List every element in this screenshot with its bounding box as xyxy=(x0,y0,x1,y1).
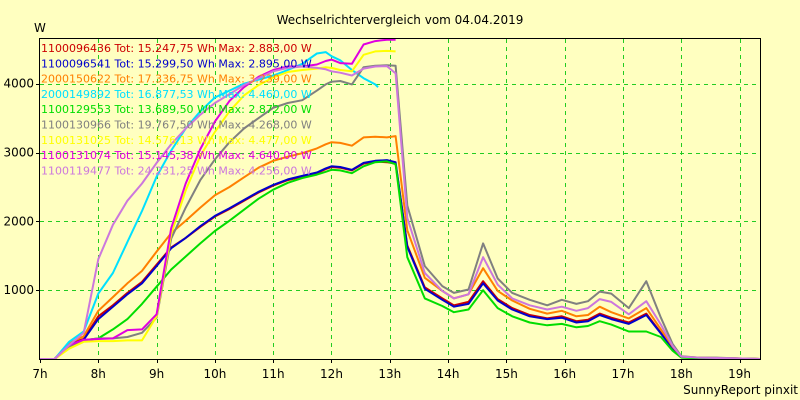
x-tick-label: 13h xyxy=(378,367,401,381)
series-line-2000149892 xyxy=(40,51,379,360)
x-tick-label: 17h xyxy=(612,367,635,381)
x-tick-label: 15h xyxy=(495,367,518,381)
x-tick-label: 12h xyxy=(320,367,343,381)
series-line-1100131025 xyxy=(40,49,396,360)
series-line-2000150622 xyxy=(40,135,761,360)
x-axis-ticks: 7h 8h 9h 10h 11h 12h 13h 14h 15h 16h 17h 18h 19h xyxy=(32,359,751,381)
legend-entry-1100119477: 1100119477 Tot: 24.231,25 Wh Max: 4.256,… xyxy=(41,164,312,177)
series-line-1100119477 xyxy=(40,65,761,360)
y-tick-label: 1000 xyxy=(3,283,34,297)
x-tick-label: 16h xyxy=(553,367,576,381)
series-line-1100096541 xyxy=(40,159,761,360)
legend-entry-1100129553: 1100129553 Tot: 13.689,50 Wh Max: 2.872,… xyxy=(41,103,312,116)
series-lines xyxy=(40,38,761,360)
x-tick-label: 19h xyxy=(728,367,751,381)
plot-frame xyxy=(39,38,761,360)
legend-entry-1100096541: 1100096541 Tot: 15.299,50 Wh Max: 2.895,… xyxy=(41,57,312,70)
footer-credit: SunnyReport pinxit xyxy=(683,383,798,397)
x-tick-label: 7h xyxy=(32,367,47,381)
legend-entry-1100130966: 1100130966 Tot: 19.767,50 Wh Max: 4.268,… xyxy=(41,119,312,132)
series-line-1100131074 xyxy=(40,38,396,360)
legend-entry-1100131074: 1100131074 Tot: 15.145,38 Wh Max: 4.640,… xyxy=(41,149,312,162)
legend-entry-2000150622: 2000150622 Tot: 17.336,75 Wh Max: 3.239,… xyxy=(41,73,312,86)
y-axis-label: W xyxy=(34,21,46,35)
x-tick-label: 18h xyxy=(670,367,693,381)
legend-entry-1100096436: 1100096436 Tot: 15.247,75 Wh Max: 2.883,… xyxy=(41,42,312,55)
x-tick-label: 9h xyxy=(149,367,164,381)
x-tick-label: 10h xyxy=(203,367,226,381)
legend-entry-1100131025: 1100131025 Tot: 14.576,13 Wh Max: 4.477,… xyxy=(41,134,312,147)
x-tick-label: 8h xyxy=(91,367,106,381)
y-tick-label: 2000 xyxy=(3,214,34,228)
chart-title: Wechselrichtervergleich vom 04.04.2019 xyxy=(277,13,524,27)
legend: 1100096436 Tot: 15.247,75 Wh Max: 2.883,… xyxy=(41,42,312,177)
legend-entry-2000149892: 2000149892 Tot: 16.877,53 Wh Max: 4.460,… xyxy=(41,88,312,101)
y-tick-label: 4000 xyxy=(3,77,34,91)
x-tick-label: 14h xyxy=(437,367,460,381)
y-axis-ticks: 1000 2000 3000 4000 xyxy=(3,77,40,297)
x-tick-label: 11h xyxy=(262,367,285,381)
y-tick-label: 3000 xyxy=(3,146,34,160)
